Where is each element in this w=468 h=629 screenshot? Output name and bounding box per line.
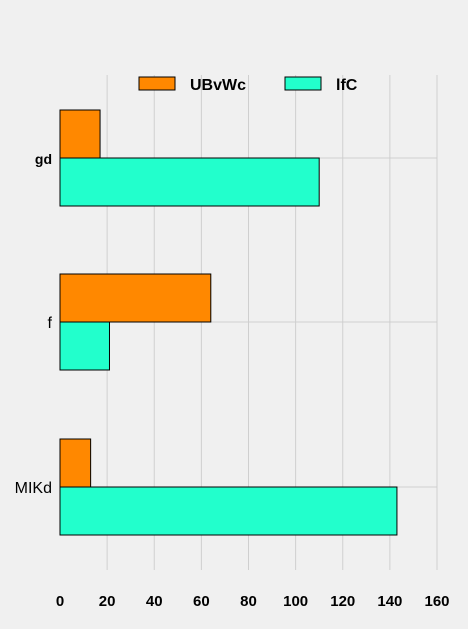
- bar-lfC-gd: [59, 157, 320, 207]
- x-tick-label: 40: [146, 593, 163, 610]
- y-tick-label: gd: [35, 151, 52, 167]
- x-tick-label: 160: [424, 593, 449, 610]
- bar-UBvWc-f: [59, 273, 212, 323]
- bar-UBvWc-MIKd: [59, 438, 92, 488]
- y-tick-label: f: [48, 315, 53, 332]
- x-tick-label: 120: [330, 593, 355, 610]
- axes: gd f MIKd 0 20 40 60 80 100 120 140 160: [15, 151, 450, 610]
- legend-label-UBvWc: UBvWc: [190, 77, 246, 94]
- y-tick-label: MIKd: [15, 480, 52, 497]
- bar-lfC-f: [59, 321, 110, 371]
- x-tick-label: 100: [283, 593, 308, 610]
- legend: UBvWc lfC: [138, 76, 358, 94]
- x-tick-label: 80: [240, 593, 257, 610]
- x-tick-label: 60: [193, 593, 210, 610]
- legend-swatch-lfC: [284, 76, 322, 91]
- bars: [59, 109, 398, 536]
- legend-swatch-UBvWc: [138, 76, 176, 91]
- bar-lfC-MIKd: [59, 486, 398, 536]
- bar-UBvWc-gd: [59, 109, 101, 159]
- x-tick-label: 20: [99, 593, 116, 610]
- x-tick-label: 140: [377, 593, 402, 610]
- x-tick-label: 0: [56, 593, 64, 610]
- legend-label-lfC: lfC: [336, 77, 358, 94]
